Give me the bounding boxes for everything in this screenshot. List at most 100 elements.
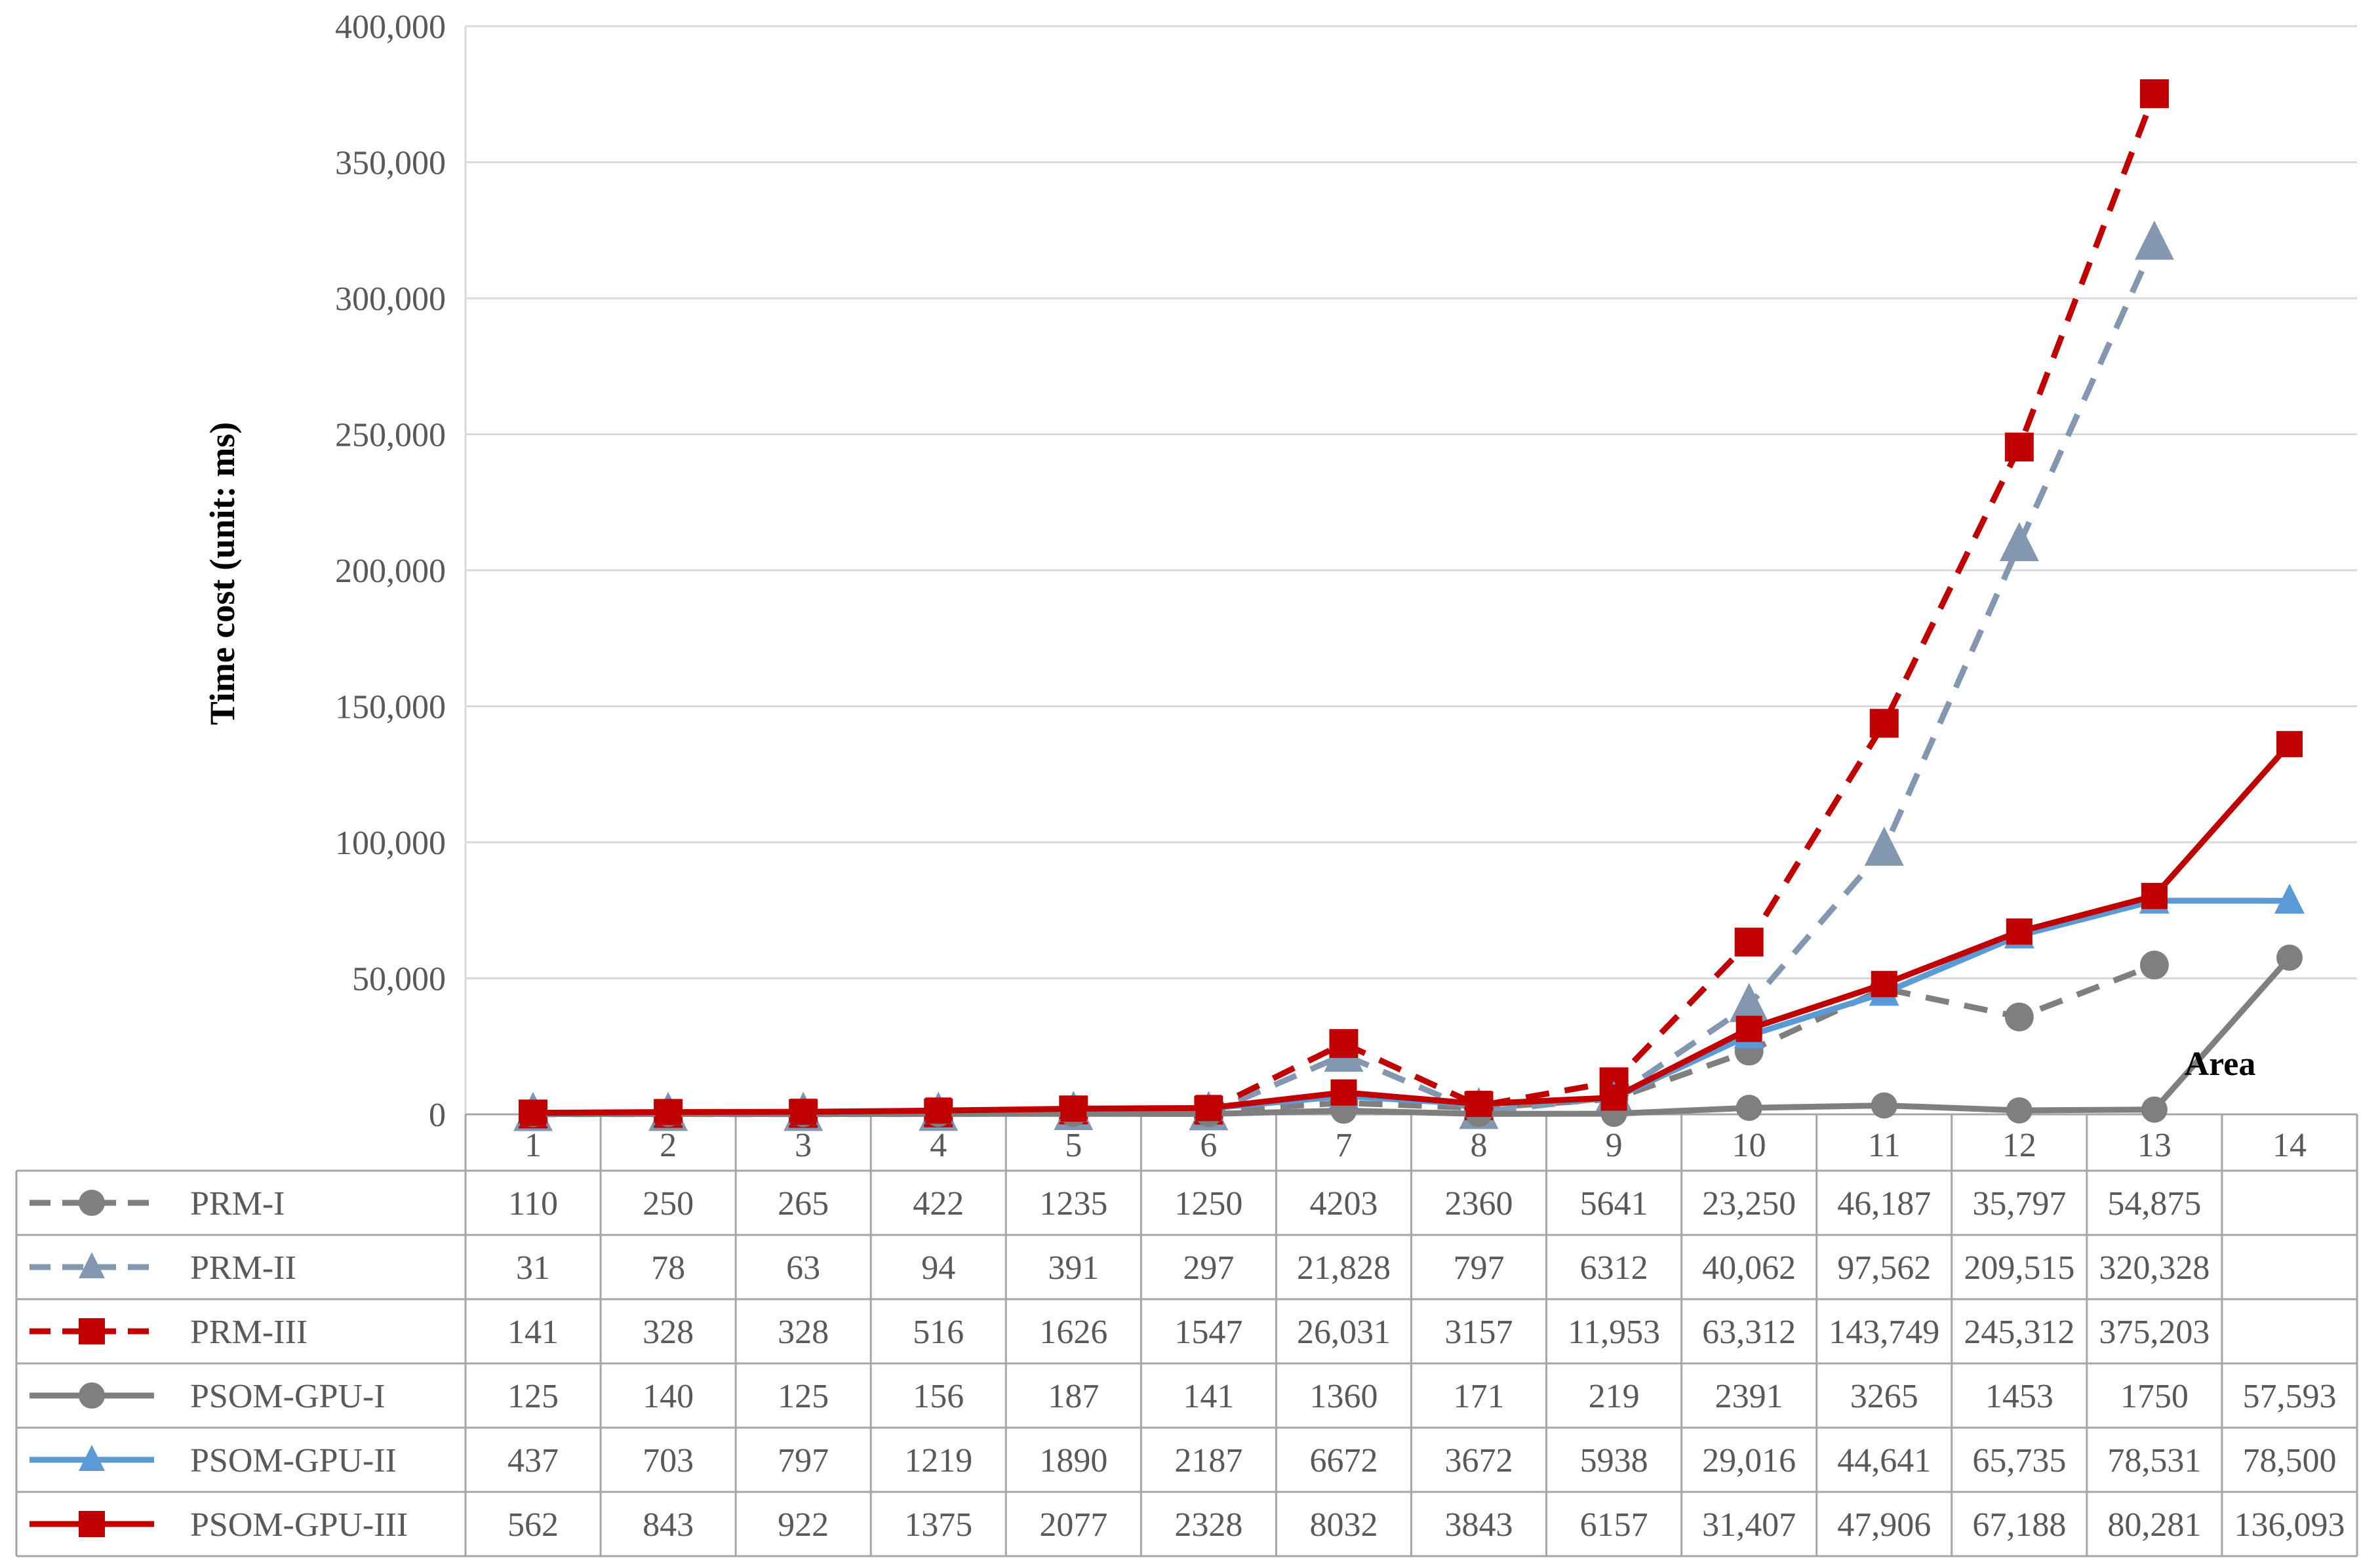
table-cell: 8032	[1309, 1506, 1378, 1544]
data-point	[2006, 918, 2033, 945]
table-cell: 94	[921, 1249, 955, 1287]
data-point	[2004, 1002, 2034, 1032]
table-cell: 35,797	[1972, 1185, 2066, 1222]
table-cell: 65,735	[1972, 1442, 2066, 1479]
table-cell: 320,328	[2099, 1249, 2210, 1287]
x-tick-label: 2	[660, 1127, 677, 1164]
table-cell: 141	[507, 1314, 559, 1351]
data-point	[2139, 79, 2169, 108]
table-cell: 46,187	[1837, 1185, 1931, 1222]
x-tick-label: 5	[1065, 1127, 1082, 1164]
table-cell: 3265	[1850, 1378, 1918, 1415]
table-cell: 797	[1454, 1249, 1505, 1287]
table-cell: 47,906	[1837, 1506, 1931, 1544]
table-cell: 922	[778, 1506, 829, 1544]
table-cell: 843	[643, 1506, 694, 1544]
series-lines	[513, 79, 2305, 1131]
table-cell: 1890	[1039, 1442, 1107, 1479]
y-tick-label: 300,000	[335, 281, 446, 318]
table-cell: 23,250	[1702, 1185, 1796, 1222]
table-cell: 141	[1183, 1378, 1234, 1415]
y-tick-label: 150,000	[335, 689, 446, 726]
series-psom-gpu-iii	[520, 731, 2303, 1126]
table-cell: 6312	[1580, 1249, 1648, 1287]
y-tick-label: 350,000	[335, 145, 446, 182]
series-line	[533, 955, 2292, 1117]
legend-marker-circle	[79, 1190, 105, 1216]
x-tick-label: 4	[930, 1127, 947, 1164]
legend-key	[30, 1190, 154, 1216]
data-point	[2141, 882, 2168, 909]
x-tick-label: 12	[2002, 1127, 2036, 1164]
table-cell: 6672	[1309, 1442, 1378, 1479]
table-cell: 31,407	[1702, 1506, 1796, 1544]
table-cell: 391	[1048, 1249, 1099, 1287]
legend-key	[30, 1511, 154, 1537]
table-cell: 1453	[1985, 1378, 2053, 1415]
table-cell: 140	[643, 1378, 694, 1415]
data-point	[1329, 1028, 1359, 1058]
table-cell: 422	[913, 1185, 964, 1222]
table-cell: 1547	[1174, 1314, 1242, 1351]
table-cell: 3672	[1445, 1442, 1513, 1479]
data-point	[1735, 1015, 1762, 1042]
table-cell: 2360	[1445, 1185, 1513, 1222]
y-axis: 0 50,000 100,000 150,000 200,000 250,000 300,0…	[335, 9, 446, 1134]
x-tick-label: 7	[1335, 1127, 1352, 1164]
table-cell: 5641	[1580, 1185, 1648, 1222]
data-point	[1871, 971, 1897, 998]
legend-marker-circle	[79, 1382, 105, 1409]
x-tick-label: 8	[1471, 1127, 1488, 1164]
table-cell: 1250	[1174, 1185, 1242, 1222]
data-point	[2274, 884, 2305, 914]
table-cell: 80,281	[2107, 1506, 2201, 1544]
data-point	[1600, 1084, 1627, 1111]
table-cell: 136,093	[2234, 1506, 2345, 1544]
legend-key	[30, 1318, 154, 1344]
table-cell: 209,515	[1964, 1249, 2074, 1287]
table-cell: 4203	[1309, 1185, 1378, 1222]
table-cell: 250	[643, 1185, 694, 1222]
table-cell: 328	[778, 1314, 829, 1351]
data-point	[790, 1099, 817, 1125]
table-cell: 78,531	[2107, 1442, 2201, 1479]
table-cell: 328	[643, 1314, 694, 1351]
gridlines	[464, 25, 2357, 1114]
table-cell: 21,828	[1297, 1249, 1391, 1287]
data-point	[1864, 826, 1904, 866]
x-tick-label: 13	[2137, 1127, 2172, 1164]
table-cell: 245,312	[1964, 1314, 2074, 1351]
legend-label: PRM-III	[190, 1314, 307, 1351]
legend-marker-square	[79, 1318, 105, 1344]
table-cell: 797	[778, 1442, 829, 1479]
y-tick-label: 100,000	[335, 825, 446, 862]
table-cell: 11,953	[1568, 1314, 1660, 1351]
legend-key	[30, 1445, 154, 1472]
table-cell: 5938	[1580, 1442, 1648, 1479]
table-cell: 1375	[904, 1506, 972, 1544]
y-tick-label: 400,000	[335, 9, 446, 46]
series-psom-gpu-ii	[518, 883, 2305, 1126]
legend-key	[30, 1382, 154, 1409]
table-cell: 265	[778, 1185, 829, 1222]
table-cell: 2328	[1174, 1506, 1242, 1544]
table-cell: 110	[508, 1185, 558, 1222]
table-cell: 143,749	[1829, 1314, 1939, 1351]
data-point	[2141, 1096, 2168, 1123]
legend-label: PSOM-GPU-I	[190, 1378, 386, 1415]
table-cell: 125	[507, 1378, 559, 1415]
data-point	[1195, 1095, 1222, 1122]
data-point	[1734, 928, 1764, 957]
table-cell: 67,188	[1972, 1506, 2066, 1544]
y-tick-label: 50,000	[352, 961, 446, 998]
data-point	[1869, 709, 1899, 738]
series-prm-ii	[513, 220, 2174, 1131]
table-cell: 29,016	[1702, 1442, 1796, 1479]
data-point	[2004, 432, 2034, 461]
data-point	[655, 1099, 682, 1125]
table-cell: 156	[913, 1378, 964, 1415]
series-line	[533, 742, 2292, 1116]
data-point	[1735, 1095, 1762, 1122]
table-cell: 171	[1454, 1378, 1505, 1415]
